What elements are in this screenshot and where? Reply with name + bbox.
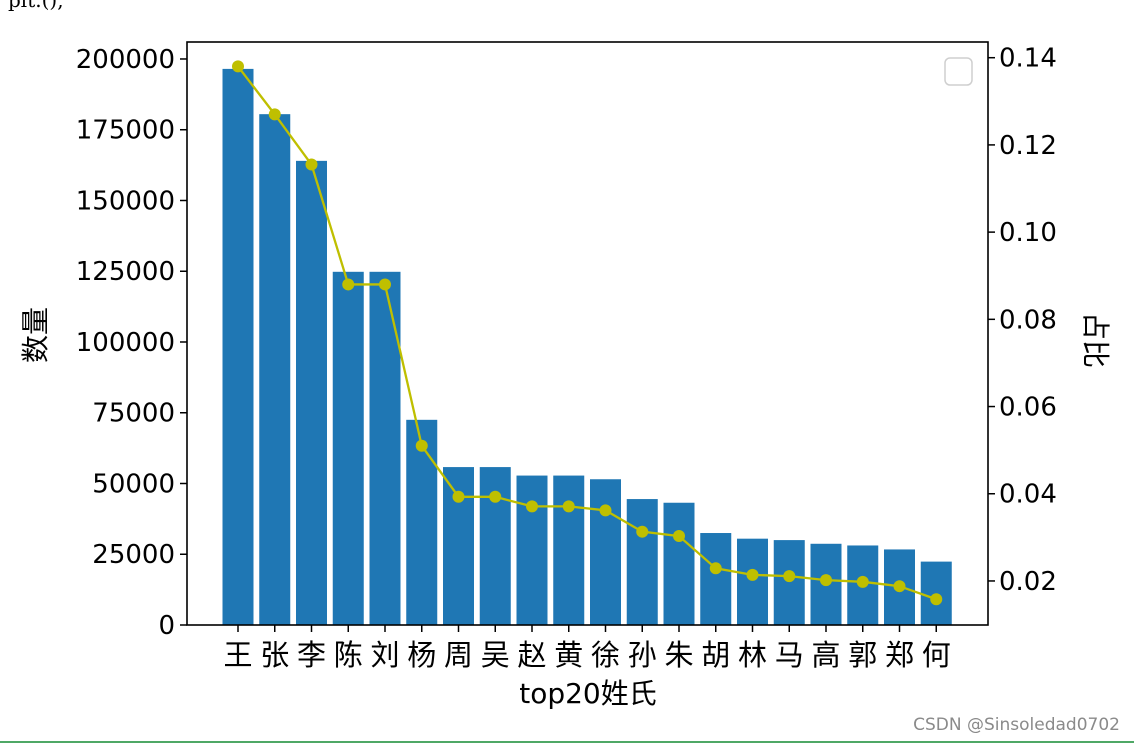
x-tick-label: 周 (444, 638, 473, 672)
ratio-point (526, 500, 538, 513)
x-tick-label: 郑 (885, 638, 914, 672)
ratio-point (856, 575, 869, 588)
y2-tick-label: 0.12 (999, 131, 1057, 161)
right-y-axis: 0.02 0.04 0.06 0.08 0.10 0.12 0.14 (988, 44, 1057, 597)
ratio-point (489, 490, 502, 503)
y2-tick-label: 0.14 (999, 44, 1057, 74)
x-tick-label: 赵 (517, 638, 546, 672)
x-tick-label: 郭 (848, 638, 877, 672)
bar (296, 160, 327, 626)
bar (553, 475, 585, 625)
x-tick-label: 高 (811, 638, 840, 672)
x-tick-label: 马 (775, 638, 804, 672)
y-tick-label: 0 (158, 611, 175, 641)
footer-rule (0, 741, 1134, 743)
left-y-axis: 0 25000 50000 75000 100000 125000 150000 175000… (76, 45, 187, 641)
bar (626, 499, 658, 625)
ratio-point (636, 525, 649, 538)
ratio-point (415, 439, 428, 452)
x-tick-label: 孙 (628, 638, 657, 672)
x-tick-label: 李 (297, 638, 326, 672)
x-tick-label: 张 (260, 638, 289, 672)
bars-layer (222, 68, 952, 626)
cropped-code-text: plt.(), (8, 0, 64, 12)
y2-tick-label: 0.02 (999, 567, 1057, 597)
bar (773, 540, 805, 625)
ratio-point (820, 574, 832, 587)
x-axis-label: top20姓氏 (519, 677, 657, 710)
y-tick-label: 150000 (76, 186, 175, 216)
ratio-point (673, 530, 685, 543)
bar (369, 271, 401, 625)
bar (663, 502, 695, 625)
ratio-point (562, 500, 575, 513)
ratio-point (342, 278, 355, 291)
x-tick-label: 杨 (407, 638, 436, 672)
y2-tick-label: 0.06 (999, 393, 1057, 423)
y-tick-label: 100000 (76, 328, 175, 358)
x-tick-label: 林 (738, 638, 767, 672)
bar (590, 479, 621, 625)
x-tick-label: 吴 (481, 638, 510, 672)
y-tick-label: 200000 (76, 45, 175, 75)
bar (737, 538, 768, 625)
ratio-point (379, 278, 391, 291)
bar (222, 68, 254, 625)
ratio-point (268, 108, 281, 121)
watermark: CSDN @Sinsoledad0702 (913, 715, 1120, 735)
ratio-point (930, 593, 943, 606)
x-tick-label: 陈 (334, 638, 363, 672)
ratio-point (746, 568, 759, 581)
bar (259, 114, 291, 626)
ratio-point (305, 158, 318, 171)
ratio-point (893, 580, 906, 593)
bar (406, 419, 438, 625)
ratio-point (452, 490, 465, 503)
y-tick-label: 50000 (92, 469, 175, 499)
y-tick-label: 125000 (76, 257, 175, 287)
bar (443, 467, 474, 625)
x-tick-label: 王 (223, 638, 252, 672)
bar (332, 271, 364, 625)
x-tick-label: 徐 (591, 638, 620, 672)
ratio-point (232, 60, 244, 73)
x-tick-label: 黄 (554, 638, 583, 672)
ratio-line-layer (232, 60, 943, 606)
x-tick-label: 胡 (701, 638, 730, 672)
y-tick-label: 25000 (92, 540, 175, 570)
y2-tick-label: 0.04 (999, 480, 1057, 510)
x-tick-label: 何 (922, 638, 951, 672)
ratio-point (709, 562, 722, 575)
y2-tick-label: 0.10 (999, 218, 1057, 248)
x-tick-label: 刘 (370, 638, 399, 672)
legend-box (944, 57, 973, 86)
x-tick-label: 朱 (664, 638, 693, 672)
bar (700, 533, 732, 625)
y2-axis-label: 占比 (1079, 312, 1112, 368)
ratio-point (783, 570, 796, 583)
plot-frame (186, 41, 989, 626)
bar (516, 475, 548, 625)
y-tick-label: 175000 (76, 116, 175, 146)
y-tick-label: 75000 (92, 399, 175, 429)
bar (479, 467, 511, 625)
ratio-line (237, 65, 937, 601)
y-axis-label: 数量 (19, 307, 52, 363)
ratio-point (599, 504, 612, 517)
y2-tick-label: 0.08 (999, 305, 1057, 335)
x-axis: 王张李陈刘杨周吴赵黄徐孙朱胡林马高郭郑何 (223, 625, 951, 672)
